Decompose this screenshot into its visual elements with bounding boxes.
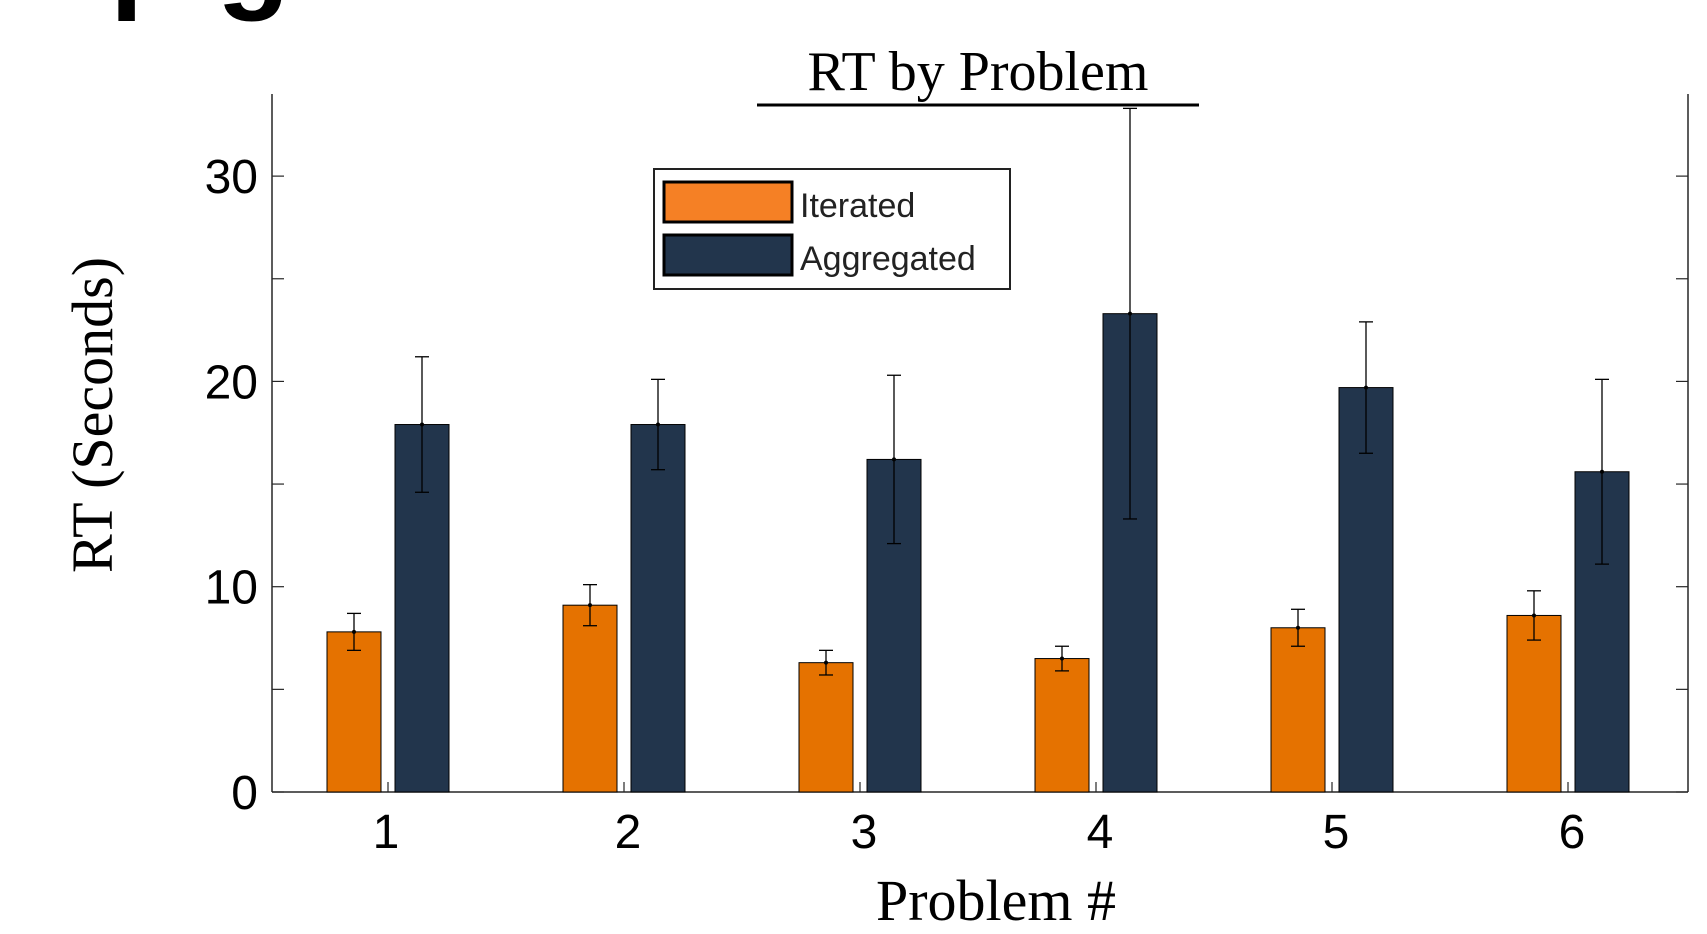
- x-tick-label: 5: [1323, 806, 1350, 859]
- y-axis-label: RT (Seconds): [60, 257, 125, 573]
- bar-iterated-1: [326, 631, 382, 793]
- x-tick-label: 2: [615, 806, 642, 859]
- x-tick-label: 3: [851, 806, 878, 859]
- legend-label-iterated: Iterated: [800, 187, 915, 225]
- mean-marker: [1060, 656, 1064, 661]
- bar-iterated-5: [1270, 627, 1326, 793]
- y-tick-labels: 0 10 20 30: [205, 151, 258, 820]
- x-tick-labels: 1 2 3 4 5 6: [373, 806, 1586, 859]
- bar-iterated-2: [562, 604, 618, 793]
- x-tick-label: 6: [1559, 806, 1586, 859]
- mean-marker: [1128, 311, 1132, 316]
- chart-title: RT by Problem: [808, 41, 1149, 103]
- mean-marker: [1532, 613, 1536, 618]
- bar-aggregated-2: [630, 424, 686, 793]
- legend-swatch-iterated: [662, 180, 794, 224]
- bars: [326, 107, 1630, 793]
- mean-marker: [352, 629, 356, 634]
- y-tick-label: 10: [205, 562, 258, 615]
- mean-marker: [1296, 625, 1300, 630]
- mean-marker: [1600, 469, 1604, 474]
- y-tick-label: 0: [231, 767, 258, 820]
- mean-marker: [420, 422, 424, 427]
- y-tick-label: 30: [205, 151, 258, 204]
- bar-aggregated-5: [1338, 387, 1394, 793]
- mean-marker: [892, 457, 896, 462]
- x-tick-label: 4: [1087, 806, 1114, 859]
- x-tick-label: 1: [373, 806, 400, 859]
- mean-marker: [656, 422, 660, 427]
- y-tick-label: 20: [205, 356, 258, 409]
- bar-iterated-4: [1034, 658, 1090, 793]
- legend-label-aggregated: Aggregated: [800, 240, 976, 278]
- bar-aggregated-1: [394, 424, 450, 793]
- axes-frame: [271, 94, 1689, 793]
- mean-marker: [588, 603, 592, 608]
- mean-marker: [824, 660, 828, 665]
- mean-marker: [1364, 385, 1368, 390]
- x-axis-label: Problem #: [876, 868, 1116, 933]
- bar-iterated-3: [798, 662, 854, 793]
- slide-heading-fragment: p g: [110, 0, 290, 22]
- legend-swatch-aggregated: [662, 233, 794, 277]
- legend: Iterated Aggregated: [653, 168, 1011, 290]
- bar-iterated-6: [1506, 614, 1562, 793]
